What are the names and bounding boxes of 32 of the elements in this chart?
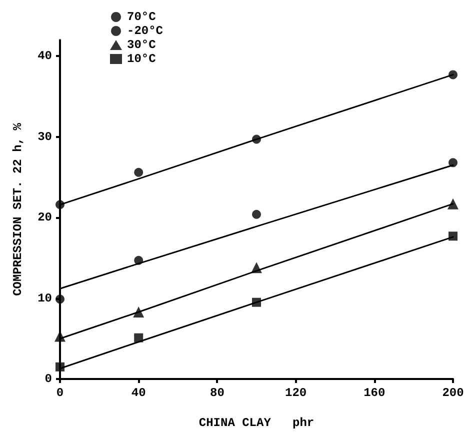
point [252,298,261,307]
point [134,256,144,265]
x-tick-label: 160 [364,386,386,400]
point [251,262,262,274]
point [133,306,144,318]
y-tick-label: 40 [38,49,52,64]
point [448,232,458,241]
point [56,294,64,304]
y-tick-label: 30 [38,130,52,144]
x-axis-title: CHINA CLAY phr [198,416,314,430]
point [134,168,144,177]
point [448,158,458,168]
legend-label: -20°C [127,24,164,38]
x-tick-label: 80 [210,386,224,400]
point [56,362,64,372]
y-tick-label: 20 [38,210,52,225]
legend-label: 10°C [127,52,156,66]
point [56,200,64,210]
x-tick-label: 0 [56,386,64,400]
point [252,134,261,144]
y-axis-title: COMPRESSION SET. 22 h, % [11,122,25,296]
x-tick-label: 40 [131,386,146,400]
point [448,198,458,210]
legend-label: 30°C [127,38,156,52]
legend-label: 70°C [127,10,156,24]
y-tick-label: 10 [38,291,52,306]
x-tick-label: 200 [442,386,464,400]
x-tick-label: 120 [284,386,307,400]
point [252,210,261,219]
y-tick-label: 0 [44,372,52,386]
point [134,333,144,342]
point [448,70,458,80]
